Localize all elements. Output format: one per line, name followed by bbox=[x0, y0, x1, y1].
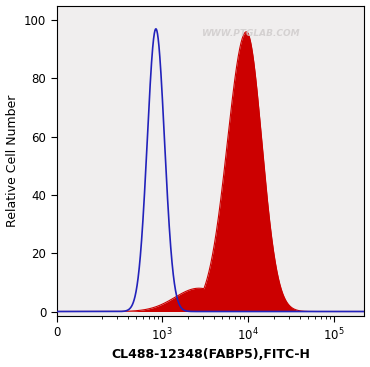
Text: WWW.PTGLAB.COM: WWW.PTGLAB.COM bbox=[201, 29, 300, 38]
X-axis label: CL488-12348(FABP5),FITC-H: CL488-12348(FABP5),FITC-H bbox=[111, 348, 310, 361]
Y-axis label: Relative Cell Number: Relative Cell Number bbox=[6, 95, 18, 227]
